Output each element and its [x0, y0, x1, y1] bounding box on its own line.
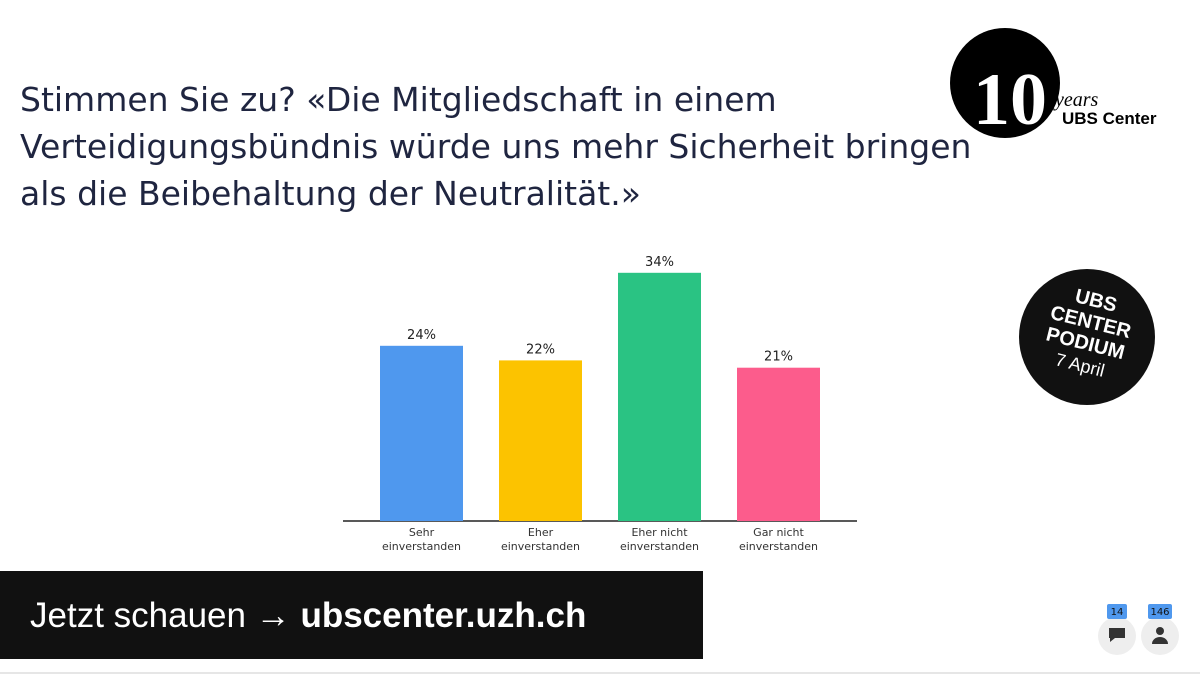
category-label: einverstanden [382, 540, 461, 553]
category-label: einverstanden [739, 540, 818, 553]
counter-comments[interactable]: 14 [1098, 604, 1136, 655]
bar [737, 367, 820, 521]
person-icon [1156, 627, 1164, 635]
logo-number: 10 [973, 59, 1047, 141]
counter-badge [1148, 604, 1172, 619]
logo: 10 years UBS Center [950, 28, 1157, 141]
logo-name: UBS Center [1062, 109, 1157, 128]
title: Stimmen Sie zu? «Die Mitgliedschaft in e… [20, 80, 971, 213]
category-label: Eher [528, 526, 554, 539]
counter-badge [1107, 604, 1127, 619]
category-label: Sehr [409, 526, 435, 539]
category-label: Gar nicht [753, 526, 804, 539]
banner[interactable]: Jetzt schauen → ubscenter.uzh.ch [0, 571, 703, 659]
chart: 24%Sehreinverstanden22%Ehereinverstanden… [343, 255, 857, 553]
logo-years: years [1053, 89, 1099, 111]
logo-circle [950, 28, 1060, 138]
person-icon [1152, 637, 1168, 644]
comment-icon [1109, 628, 1125, 642]
counter-value: 146 [1150, 607, 1169, 618]
category-label: einverstanden [620, 540, 699, 553]
badge-circle [1019, 269, 1155, 405]
banner-lead: Jetzt schauen → [30, 596, 291, 635]
counter-value: 14 [1111, 607, 1124, 618]
banner-text: Jetzt schauen → ubscenter.uzh.ch [30, 596, 586, 635]
value-label: 24% [407, 328, 436, 343]
category-label: einverstanden [501, 540, 580, 553]
title-line: Stimmen Sie zu? «Die Mitgliedschaft in e… [20, 80, 777, 119]
value-label: 22% [526, 342, 555, 357]
bar [380, 345, 463, 521]
icon-bg [1141, 617, 1179, 655]
banner-url[interactable]: ubscenter.uzh.ch [300, 596, 586, 635]
bar [618, 272, 701, 521]
banner-box [0, 571, 703, 659]
value-label: 21% [764, 350, 793, 365]
badge: UBS CENTER PODIUM 7 April [1019, 269, 1155, 405]
bar [499, 360, 582, 521]
counter-participants[interactable]: 146 [1141, 604, 1179, 655]
category-label: Eher nicht [631, 526, 688, 539]
title-line: als die Beibehaltung der Neutralität.» [20, 174, 641, 213]
value-label: 34% [645, 255, 674, 270]
title-line: Verteidigungsbündnis würde uns mehr Sich… [20, 127, 971, 166]
